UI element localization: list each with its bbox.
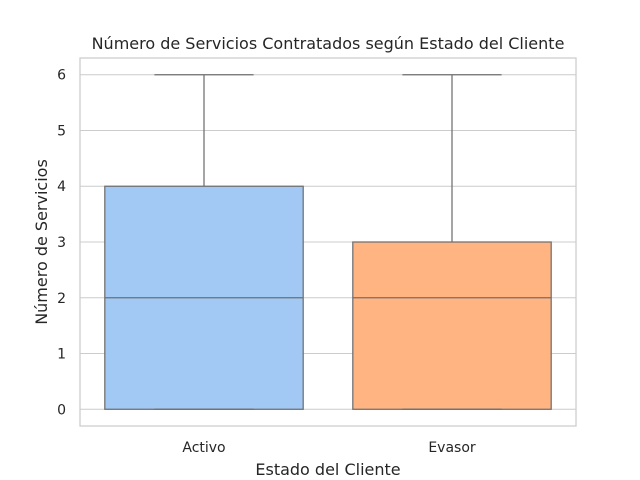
y-tick-label: 3 <box>57 235 66 251</box>
y-tick-label: 5 <box>57 123 66 139</box>
y-tick-labels: 0 1 2 3 4 5 6 <box>57 68 66 419</box>
y-tick-label: 6 <box>57 68 66 84</box>
plot-frame <box>79 57 577 427</box>
x-axis-label: Estado del Cliente <box>255 460 400 479</box>
y-tick-label: 0 <box>57 402 66 418</box>
x-tick-labels: Activo Evasor <box>182 440 476 456</box>
box-activo <box>104 74 304 410</box>
y-axis-label: Número de Servicios <box>32 159 51 325</box>
x-tick-label: Evasor <box>428 440 476 456</box>
y-tick-label: 4 <box>57 179 66 195</box>
boxes <box>104 74 552 410</box>
chart-title: Número de Servicios Contratados según Es… <box>92 34 565 53</box>
y-tick-label: 2 <box>57 291 66 307</box>
y-tick-label: 1 <box>57 347 66 363</box>
iqr-box <box>352 241 552 410</box>
x-tick-label: Activo <box>182 440 225 456</box>
box-evasor <box>352 74 552 410</box>
